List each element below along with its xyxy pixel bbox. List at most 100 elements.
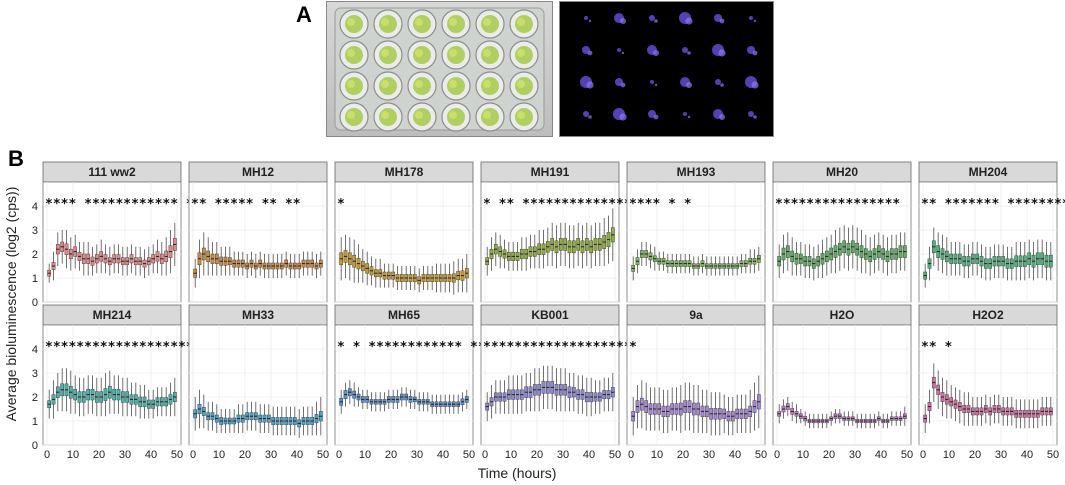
facet-title: H2O <box>830 308 855 322</box>
lumi-spot <box>685 17 693 25</box>
facet-plot-area <box>772 181 912 303</box>
seedling-leaf <box>483 49 491 57</box>
significance-stars: * * ************ ***** <box>337 340 509 355</box>
x-tick-label: 10 <box>359 449 371 461</box>
lumi-spot <box>620 82 626 88</box>
luminescence-spots <box>580 12 759 121</box>
x-tick-label: 10 <box>797 449 809 461</box>
well-plate-photo <box>326 1 553 137</box>
x-tick-label: 50 <box>317 449 329 461</box>
x-tick-label: 40 <box>1021 449 1033 461</box>
x-tick-label: 10 <box>943 449 955 461</box>
facet-plot-area <box>480 324 620 446</box>
x-tick-label: 10 <box>67 449 79 461</box>
facet-panel: MH65 0 10 20 30 40 50 * * ************ ***** <box>334 304 509 461</box>
facet-panel: MH193 **** * * <box>626 161 766 303</box>
y-tick-label: 4 <box>32 344 38 356</box>
facet-title: MH65 <box>388 308 420 322</box>
x-tick-label: 10 <box>213 449 225 461</box>
lumi-spot <box>686 82 692 88</box>
facet-plot-area <box>42 181 182 303</box>
seedling-leaf <box>483 18 491 26</box>
y-tick-label: 1 <box>32 416 38 428</box>
facet-plot-area <box>626 181 766 303</box>
facet-panel: 9a 0 10 20 30 40 50 * <box>626 304 767 461</box>
seedling-leaf <box>449 49 457 57</box>
significance-stars: **** * * <box>629 197 692 212</box>
panel-b-label: B <box>8 146 24 171</box>
x-tick-label: 50 <box>755 449 767 461</box>
facet-panel: MH12 ** ***** ** ** <box>188 161 328 303</box>
lumi-spot <box>617 48 621 52</box>
x-tick-label: 40 <box>145 449 157 461</box>
x-tick-label: 20 <box>239 449 251 461</box>
facet-title: MH193 <box>677 165 716 179</box>
x-tick-label: 0 <box>44 449 50 461</box>
seedling-leaf <box>517 80 525 88</box>
x-tick-label: 40 <box>729 449 741 461</box>
facet-plot-area <box>188 324 328 446</box>
seedling-leaf <box>517 49 525 57</box>
x-tick-label: 20 <box>823 449 835 461</box>
x-tick-label: 30 <box>119 449 131 461</box>
lumi-spot <box>583 111 589 117</box>
seedling-leaf <box>415 49 423 57</box>
x-tick-label: 50 <box>1047 449 1059 461</box>
x-tick-label: 30 <box>557 449 569 461</box>
seedling-leaf <box>381 80 389 88</box>
lumi-spot <box>587 50 593 56</box>
x-tick-label: 20 <box>677 449 689 461</box>
facet-plot-area <box>918 181 1058 303</box>
seedling-leaf <box>381 49 389 57</box>
lumi-spot <box>752 50 758 56</box>
well-plate-image <box>334 7 545 132</box>
lumi-spot <box>720 83 724 87</box>
significance-stars: * ** ******************* <box>483 197 671 212</box>
facet-panel: KB001 0 10 20 30 40 50 ******************* <box>480 304 632 461</box>
seedling-leaf <box>347 18 355 26</box>
lumi-spot <box>650 80 654 84</box>
x-tick-label: 10 <box>651 449 663 461</box>
lumi-spot <box>683 112 687 116</box>
x-tick-label: 40 <box>875 449 887 461</box>
seedling-leaf <box>347 49 355 57</box>
seedling-leaf <box>381 18 389 26</box>
x-tick-label: 40 <box>583 449 595 461</box>
seedling-leaf <box>483 111 491 119</box>
seedling-leaf <box>449 18 457 26</box>
facet-panel: H2O 0 10 20 30 40 50 <box>772 304 913 461</box>
lumi-spot <box>687 51 691 55</box>
lumi-spot <box>753 115 757 119</box>
x-tick-label: 30 <box>703 449 715 461</box>
lumi-spot <box>718 49 726 57</box>
facet-plot-area <box>334 181 474 303</box>
lumi-spot <box>719 18 725 24</box>
significance-stars: ** ******* ********* <box>921 197 1065 212</box>
x-tick-label: 20 <box>969 449 981 461</box>
y-tick-label: 0 <box>32 297 38 309</box>
facet-title: H2O2 <box>972 308 1004 322</box>
facet-title: MH12 <box>242 165 274 179</box>
lumi-spot <box>621 51 625 55</box>
facet-panel: MH33 0 10 20 30 40 50 <box>188 304 329 461</box>
lumi-spot <box>749 16 753 20</box>
x-tick-label: 40 <box>437 449 449 461</box>
y-tick-label: 0 <box>32 440 38 452</box>
y-tick-label: 1 <box>32 273 38 285</box>
facet-plot-area <box>188 181 328 303</box>
significance-stars: ** ***** ** ** <box>191 197 301 212</box>
x-tick-label: 30 <box>849 449 861 461</box>
facet-plot-area <box>772 324 912 446</box>
x-tick-label: 50 <box>609 449 621 461</box>
lumi-spot <box>620 18 626 24</box>
y-axis-title: Average bioluminescence (log2 (cps)) <box>3 187 19 422</box>
seedling-leaf <box>517 18 525 26</box>
x-tick-label: 0 <box>336 449 342 461</box>
y-tick-label: 2 <box>32 392 38 404</box>
x-tick-label: 20 <box>385 449 397 461</box>
facet-title: MH178 <box>385 165 424 179</box>
facet-panel: MH204 ** ******* ********* <box>918 161 1065 303</box>
facet-title: MH214 <box>93 308 132 322</box>
seedling-leaf <box>517 111 525 119</box>
